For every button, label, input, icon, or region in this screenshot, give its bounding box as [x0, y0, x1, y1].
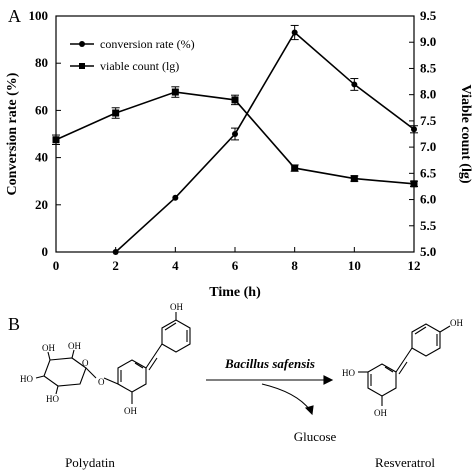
right-tick-label: 5.0 [420, 244, 436, 259]
x-tick-label: 8 [291, 258, 298, 273]
x-axis-ticks: 0 2 4 6 8 10 12 [53, 247, 421, 273]
left-axis-ticks: 0 20 40 60 80 100 [29, 8, 61, 259]
data-point-circle [411, 126, 417, 133]
x-tick-label: 12 [408, 258, 421, 273]
atom-oh: OH [68, 341, 81, 351]
data-point-circle [232, 131, 238, 137]
atom-oh: OH [450, 318, 463, 328]
data-point-square [52, 136, 60, 144]
data-point-circle [291, 29, 298, 36]
byproduct-arrow [261, 383, 311, 411]
data-point-square [350, 175, 358, 183]
data-point-circle [351, 81, 358, 88]
reaction-scheme: OH OH HO HO O O OH OH Polydatin Bacillus… [20, 302, 463, 470]
right-tick-label: 5.5 [420, 218, 437, 233]
atom-ho: HO [20, 374, 33, 384]
enzyme-label: Bacillus safensis [224, 356, 315, 371]
right-tick-label: 7.5 [420, 113, 437, 128]
atom-oh: OH [374, 408, 387, 418]
panel-label-b: B [8, 314, 20, 334]
right-tick-label: 8.0 [420, 87, 436, 102]
atom-ring-o: O [82, 358, 89, 368]
atom-oh: OH [170, 302, 183, 312]
atom-ether-o: O [98, 377, 105, 387]
legend-marker-circle [79, 41, 85, 47]
data-point-square [112, 109, 120, 117]
right-tick-label: 9.0 [420, 34, 436, 49]
glucose-ring [43, 357, 87, 387]
polydatin-structure [35, 312, 191, 404]
atom-oh: OH [124, 406, 137, 416]
polydatin-label: Polydatin [65, 455, 115, 470]
glucose-label: Glucose [294, 429, 337, 444]
data-point-square [171, 88, 179, 96]
data-point-square [410, 180, 418, 188]
reaction-arrowhead [323, 375, 334, 385]
legend-marker-square [79, 63, 85, 69]
legend-label-viable: viable count (lg) [100, 59, 179, 73]
x-tick-label: 6 [232, 258, 239, 273]
left-tick-label: 0 [42, 244, 49, 259]
left-tick-label: 100 [29, 8, 49, 23]
byproduct-arrowhead [304, 405, 314, 416]
panel-label-a: A [8, 6, 21, 26]
right-axis-ticks: 5.0 5.5 6.0 6.5 7.0 7.5 8.0 8.5 9.0 9.5 [409, 8, 437, 259]
glycosidic-bond [85, 367, 97, 379]
x-axis-title: Time (h) [209, 285, 261, 300]
right-tick-label: 8.5 [420, 60, 437, 75]
left-tick-label: 80 [35, 55, 48, 70]
x-tick-label: 0 [53, 258, 60, 273]
right-tick-label: 6.5 [420, 165, 437, 180]
right-tick-label: 7.0 [420, 139, 436, 154]
central-ring [117, 359, 147, 393]
resorcinol-ring [367, 363, 397, 397]
atom-ho: HO [46, 394, 59, 404]
data-point-circle [172, 194, 179, 201]
series-line-conversion [115, 31, 415, 253]
left-tick-label: 40 [35, 150, 48, 165]
data-point-circle [112, 249, 119, 255]
legend-label-conversion: conversion rate (%) [100, 37, 195, 51]
atom-oh: OH [42, 343, 55, 353]
resveratrol-structure [358, 323, 451, 406]
top-ring [161, 319, 191, 353]
data-point-square [231, 96, 239, 104]
left-tick-label: 60 [35, 102, 48, 117]
x-tick-label: 10 [348, 258, 361, 273]
data-point-square [291, 164, 299, 172]
series-layer [52, 24, 418, 255]
resveratrol-label: Resveratrol [375, 455, 435, 470]
left-tick-label: 20 [35, 197, 48, 212]
x-tick-label: 2 [112, 258, 119, 273]
atom-ho: HO [342, 368, 355, 378]
right-axis-title: Viable count (lg) [458, 84, 473, 183]
right-tick-label: 9.5 [420, 8, 437, 23]
left-axis-title: Conversion rate (%) [5, 72, 20, 195]
right-tick-label: 6.0 [420, 192, 436, 207]
legend: conversion rate (%) viable count (lg) [70, 37, 195, 73]
phenol-ring [411, 323, 441, 357]
x-tick-label: 4 [172, 258, 179, 273]
